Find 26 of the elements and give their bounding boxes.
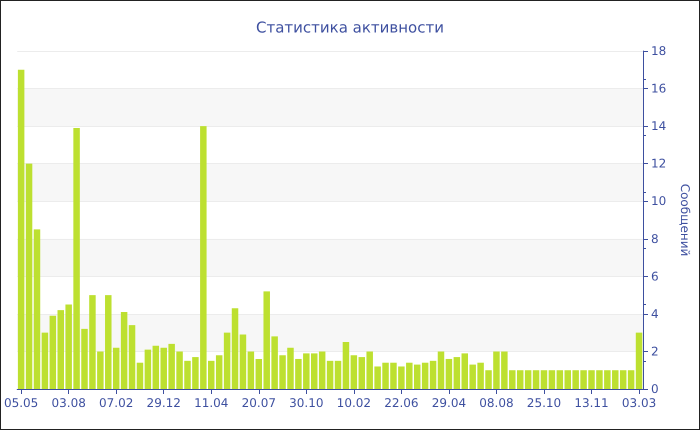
y-tick-label: 12 <box>651 156 666 171</box>
chart-title: Статистика активности <box>256 18 444 36</box>
y-tick-label: 4 <box>651 306 659 321</box>
x-tick-label: 13.11 <box>574 396 609 410</box>
y-tick-label: 14 <box>651 119 666 134</box>
x-tick-label: 08.08 <box>479 396 514 410</box>
y-tick-label: 18 <box>651 44 666 58</box>
x-tick-label: 29.04 <box>432 396 466 410</box>
x-tick-label: 03.08 <box>51 396 86 410</box>
y-axis-title: Сообщений <box>678 184 692 256</box>
y-tick-label: 10 <box>651 194 666 208</box>
y-tick-label: 6 <box>651 269 659 284</box>
x-tick-label: 30.10 <box>289 396 324 410</box>
y-tick-label: 8 <box>651 232 659 246</box>
x-tick-label: 29.12 <box>146 396 181 410</box>
x-tick-label: 20.07 <box>242 396 276 410</box>
y-tick-label: 0 <box>651 382 659 396</box>
x-tick-label: 07.02 <box>99 396 134 410</box>
x-tick-label: 10.02 <box>336 396 372 410</box>
y-tick-label: 16 <box>651 82 666 96</box>
x-tick-label: 05.05 <box>4 396 38 410</box>
x-tick-label: 11.04 <box>194 396 228 410</box>
x-tick-label: 25.10 <box>526 396 562 410</box>
y-tick-label: 2 <box>651 344 659 358</box>
x-tick-label: 03.03 <box>622 396 656 410</box>
x-tick-label: 22.06 <box>384 396 419 410</box>
